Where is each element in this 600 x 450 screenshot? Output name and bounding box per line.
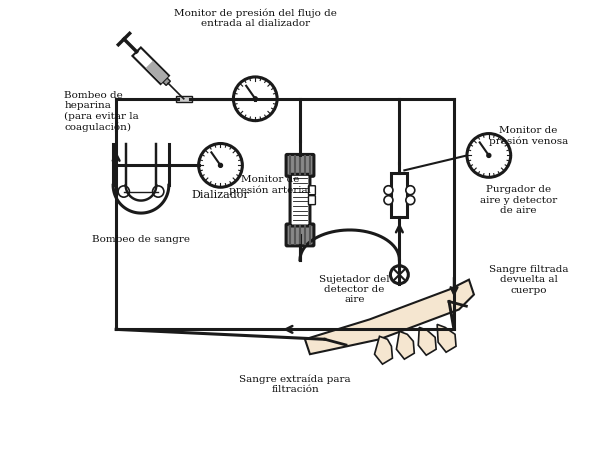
Text: Sangre filtrada
devuelta al
cuerpo: Sangre filtrada devuelta al cuerpo [489,265,568,295]
Circle shape [384,186,393,195]
Circle shape [199,144,242,187]
Polygon shape [374,336,392,364]
FancyBboxPatch shape [391,173,407,217]
Polygon shape [305,279,474,354]
Text: Sangre extraída para
filtración: Sangre extraída para filtración [239,374,351,394]
Text: Monitor de presión del flujo de
entrada al dializador: Monitor de presión del flujo de entrada … [174,9,337,28]
Text: Dializador: Dializador [191,190,250,200]
Text: Purgador de
aire y detector
de aire: Purgador de aire y detector de aire [480,185,557,215]
Circle shape [233,77,277,121]
Circle shape [384,196,393,205]
FancyBboxPatch shape [286,224,314,246]
Polygon shape [163,78,170,86]
Circle shape [118,186,130,197]
Text: Monitor de
presión venosa: Monitor de presión venosa [489,126,568,146]
Circle shape [487,153,491,158]
FancyBboxPatch shape [176,96,191,102]
FancyBboxPatch shape [290,174,310,226]
FancyBboxPatch shape [308,186,316,195]
Circle shape [218,163,223,167]
Polygon shape [146,61,168,83]
FancyBboxPatch shape [286,154,314,176]
Polygon shape [437,324,456,352]
Text: Sujetador del
detector de
aire: Sujetador del detector de aire [319,274,390,305]
Circle shape [391,266,409,284]
Circle shape [152,186,164,197]
Polygon shape [397,331,414,359]
Text: Bombeo de sangre: Bombeo de sangre [92,235,190,244]
Text: Bombeo de
heparina
(para evitar la
coagulación): Bombeo de heparina (para evitar la coagu… [64,91,139,132]
Polygon shape [133,48,169,84]
FancyBboxPatch shape [308,196,316,205]
Text: Monitor de
presión arterial: Monitor de presión arterial [229,176,311,195]
Circle shape [406,186,415,195]
Circle shape [467,134,511,177]
Circle shape [406,196,415,205]
Polygon shape [418,327,436,355]
Circle shape [253,97,257,101]
